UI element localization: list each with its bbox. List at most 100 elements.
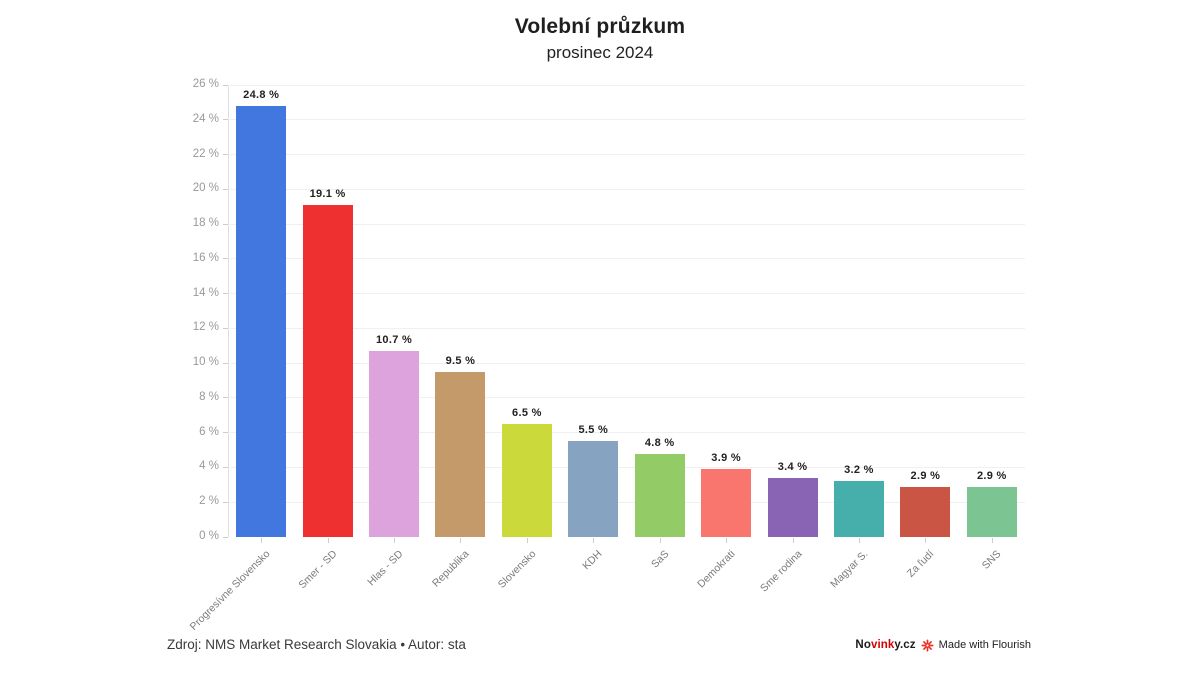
bar-value-label: 5.5 % (578, 424, 609, 437)
x-tick-label: Demokrati (695, 548, 738, 591)
x-axis-tick (593, 538, 595, 543)
novinky-logo-part3: y.cz (894, 639, 916, 651)
bar-value-label: 10.7 % (376, 333, 413, 346)
gridline (228, 258, 1025, 260)
bar[interactable] (369, 350, 420, 537)
gridline (228, 327, 1025, 329)
x-axis-tick (460, 538, 462, 543)
novinky-logo-part2: vink (870, 639, 895, 651)
gridline (228, 84, 1025, 86)
y-axis-tick (223, 119, 228, 121)
y-tick-label: 4 % (199, 460, 219, 473)
x-axis-tick (858, 538, 860, 543)
y-axis-tick (223, 154, 228, 156)
bar-value-label: 24.8 % (243, 88, 280, 101)
x-tick-label: Smer - SD (295, 548, 340, 592)
x-tick-label: Hlas - SD (365, 548, 406, 589)
x-axis-tick (991, 538, 993, 543)
x-axis-tick (394, 538, 396, 543)
bar[interactable] (833, 481, 884, 537)
y-axis-tick (223, 362, 228, 364)
bar[interactable] (236, 105, 287, 537)
y-tick-label: 18 % (192, 217, 219, 230)
page-subtitle: prosinec 2024 (546, 43, 654, 62)
y-tick-label: 6 % (199, 425, 219, 438)
novinky-logo-part1: No (855, 639, 871, 651)
x-axis-tick (726, 538, 728, 543)
y-axis-tick (223, 258, 228, 260)
gridline (228, 501, 1025, 503)
bar[interactable] (568, 441, 619, 537)
gridline (228, 119, 1025, 121)
x-tick-label: Za ľudí (905, 548, 937, 580)
bar[interactable] (634, 453, 685, 537)
y-tick-label: 16 % (192, 251, 219, 264)
y-axis-tick (223, 397, 228, 399)
y-tick-label: 8 % (199, 390, 219, 403)
y-tick-label: 24 % (192, 112, 219, 125)
x-tick-label: Republika (430, 548, 472, 590)
y-tick-label: 22 % (192, 147, 219, 160)
y-tick-label: 2 % (199, 495, 219, 508)
bar-value-label: 3.2 % (844, 464, 874, 477)
gridline (228, 293, 1025, 295)
y-axis-tick (223, 223, 228, 225)
y-tick-label: 10 % (192, 356, 219, 369)
credits: Novinky.cz Made with Flourish (855, 636, 1031, 654)
x-axis-tick (925, 538, 927, 543)
bar[interactable] (767, 477, 818, 537)
y-axis-tick (223, 84, 228, 86)
x-axis-tick (792, 538, 794, 543)
bar-value-label: 3.4 % (777, 460, 808, 473)
bar[interactable] (701, 469, 752, 537)
bar[interactable] (302, 204, 353, 537)
y-axis-tick (223, 501, 228, 503)
y-axis-line (228, 85, 229, 537)
y-tick-label: 0 % (199, 530, 219, 542)
gridline (228, 466, 1025, 468)
bar[interactable] (966, 486, 1017, 537)
bar-value-label: 4.8 % (644, 436, 675, 449)
x-tick-label: Magyar S. (828, 548, 871, 591)
flourish-burst-icon (921, 638, 934, 652)
bar-value-label: 3.9 % (711, 452, 741, 465)
gridline (228, 223, 1025, 225)
bar[interactable] (501, 424, 552, 537)
x-tick-label: SNS (979, 548, 1004, 572)
flourish-attribution[interactable]: Made with Flourish (938, 639, 1031, 651)
y-axis-tick (223, 293, 228, 295)
x-tick-label: Progresívne Slovensko (187, 548, 273, 633)
y-axis-tick (223, 466, 228, 468)
y-axis-tick (223, 188, 228, 190)
bar[interactable] (900, 486, 951, 537)
source-note: Zdroj: NMS Market Research Slovakia • Au… (167, 637, 466, 652)
y-tick-label: 20 % (192, 182, 219, 195)
gridline (228, 154, 1025, 156)
bar-value-label: 6.5 % (512, 407, 542, 419)
bar-value-label: 9.5 % (445, 354, 476, 367)
gridline (228, 188, 1025, 190)
y-axis-tick (223, 327, 228, 329)
x-tick-label: Sme rodina (757, 548, 805, 595)
y-axis-tick (223, 536, 228, 538)
novinky-logo[interactable]: Novinky.cz (855, 639, 915, 651)
y-tick-label: 26 % (192, 78, 219, 90)
y-axis-tick (223, 432, 228, 434)
x-axis-tick (327, 538, 329, 543)
page-title: Volební průzkum (514, 15, 686, 38)
x-tick-label: SaS (648, 548, 672, 571)
gridline (228, 397, 1025, 399)
bar-value-label: 2.9 % (910, 469, 941, 482)
gridline (228, 432, 1025, 434)
x-axis-tick (526, 538, 528, 543)
x-axis-tick (659, 538, 661, 543)
bar-value-label: 19.1 % (309, 187, 346, 200)
x-axis-tick (261, 538, 263, 543)
gridline (228, 362, 1025, 364)
bar-value-label: 2.9 % (976, 469, 1007, 482)
y-tick-label: 14 % (192, 286, 219, 299)
bar[interactable] (435, 371, 486, 537)
y-tick-label: 12 % (192, 321, 219, 334)
